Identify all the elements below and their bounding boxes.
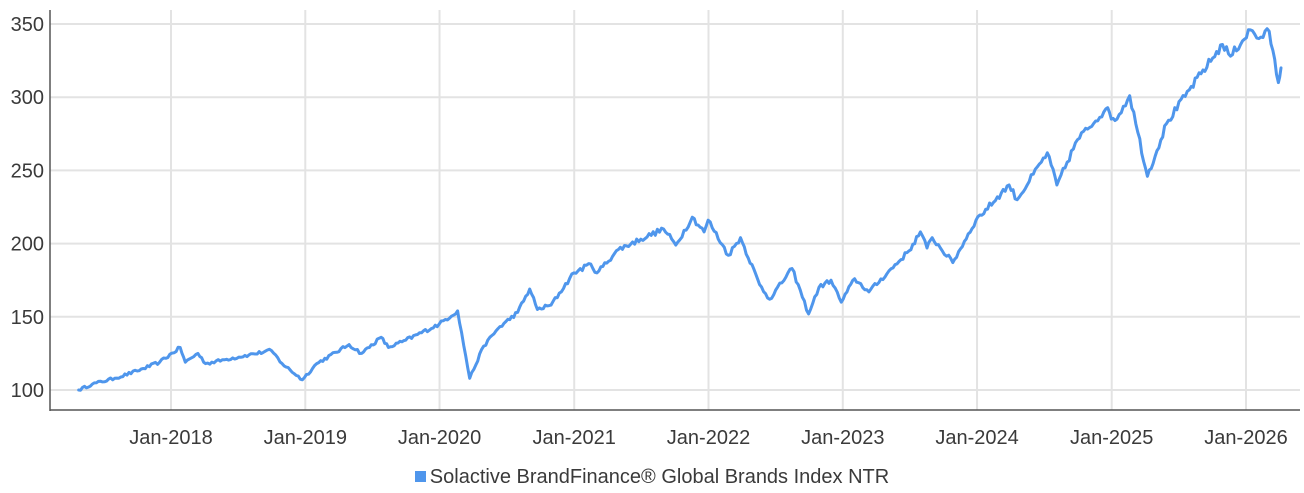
y-tick-label: 200 <box>11 234 44 256</box>
x-tick-label: Jan-2025 <box>1070 427 1153 449</box>
x-tick-label: Jan-2021 <box>533 427 616 449</box>
x-axis-ticks: Jan-2018 Jan-2019 Jan-2020 Jan-2021 Jan-2022… <box>129 427 1287 449</box>
x-tick-label: Jan-2018 <box>129 427 212 449</box>
x-tick-label: Jan-2024 <box>935 427 1018 449</box>
x-tick-label: Jan-2023 <box>801 427 884 449</box>
y-tick-label: 150 <box>11 307 44 329</box>
legend-label: Solactive BrandFinance® Global Brands In… <box>429 466 890 488</box>
y-axis-ticks: 100 150 200 250 300 350 <box>11 14 44 402</box>
legend-swatch <box>414 471 426 482</box>
x-tick-label: Jan-2020 <box>398 427 481 449</box>
x-tick-label: Jan-2026 <box>1204 427 1287 449</box>
y-tick-label: 300 <box>11 87 44 109</box>
series-line <box>77 27 1283 392</box>
y-tick-label: 100 <box>11 380 44 402</box>
y-tick-label: 250 <box>11 160 44 182</box>
vertical-gridlines <box>170 10 1247 410</box>
x-tick-label: Jan-2022 <box>667 427 750 449</box>
legend: Solactive BrandFinance® Global Brands In… <box>0 466 1304 489</box>
x-tick-label: Jan-2019 <box>264 427 347 449</box>
y-tick-label: 350 <box>11 14 44 36</box>
